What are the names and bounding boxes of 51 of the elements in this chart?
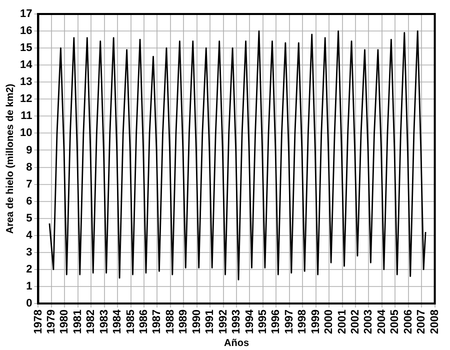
- x-tick-label: 1987: [151, 310, 164, 334]
- x-axis-title: Años: [224, 338, 250, 349]
- y-tick-label: 14: [20, 59, 34, 72]
- x-tick-label: 1986: [138, 310, 150, 334]
- x-tick-label: 1990: [190, 310, 203, 334]
- x-tick-label: 1995: [256, 310, 269, 334]
- y-tick-label: 2: [26, 264, 32, 276]
- y-tick-label: 15: [20, 42, 32, 54]
- x-tick-label: 1983: [98, 310, 110, 334]
- x-tick-label: 1984: [112, 308, 124, 334]
- x-tick-label: 1993: [230, 310, 243, 334]
- y-tick-label: 1: [26, 280, 32, 293]
- y-tick-label: 0: [26, 298, 32, 310]
- x-tick-label: 1988: [164, 310, 176, 334]
- x-tick-label: 1978: [32, 310, 44, 334]
- x-tick-label: 2003: [362, 310, 375, 334]
- x-tick-label: 1979: [45, 310, 58, 334]
- x-tick-label: 2000: [323, 310, 336, 334]
- y-tick-label: 4: [26, 229, 34, 242]
- x-tick-label: 2002: [350, 310, 362, 334]
- x-tick-label: 2008: [428, 310, 441, 334]
- x-tick-label: 1985: [124, 310, 137, 334]
- y-tick-label: 9: [26, 144, 32, 156]
- x-tick-label: 1998: [296, 310, 309, 334]
- y-tick-label: 17: [20, 8, 32, 20]
- y-tick-label: 8: [26, 161, 32, 174]
- y-tick-label: 11: [20, 110, 32, 122]
- y-tick-label: 13: [20, 76, 32, 88]
- x-tick-label: 1994: [244, 308, 256, 334]
- x-tick-label: 1997: [283, 310, 296, 334]
- x-tick-label: 2006: [402, 310, 414, 334]
- x-tick-label: 1980: [58, 310, 71, 334]
- x-tick-label: 1999: [310, 310, 322, 334]
- x-tick-label: 2005: [389, 310, 402, 334]
- x-tick-label: 2004: [376, 308, 388, 334]
- y-tick-label: 7: [26, 178, 32, 190]
- x-tick-label: 1981: [72, 310, 84, 334]
- y-tick-label: 6: [26, 195, 32, 208]
- x-tick-label: 1982: [85, 310, 98, 334]
- x-tick-label: 1991: [204, 310, 216, 334]
- y-axis-title: Area de hielo (millones de km2): [4, 84, 16, 234]
- x-tick-label: 2001: [336, 310, 348, 334]
- y-tick-label: 10: [20, 127, 32, 140]
- y-tick-label: 3: [26, 246, 32, 258]
- y-tick-label: 16: [20, 25, 32, 38]
- x-tick-label: 1989: [178, 310, 190, 334]
- x-tick-label: 1996: [270, 310, 282, 334]
- y-tick-label: 5: [26, 212, 32, 224]
- x-tick-label: 2007: [416, 310, 428, 334]
- y-tick-label: 12: [20, 93, 32, 106]
- x-tick-label: 1992: [217, 310, 230, 334]
